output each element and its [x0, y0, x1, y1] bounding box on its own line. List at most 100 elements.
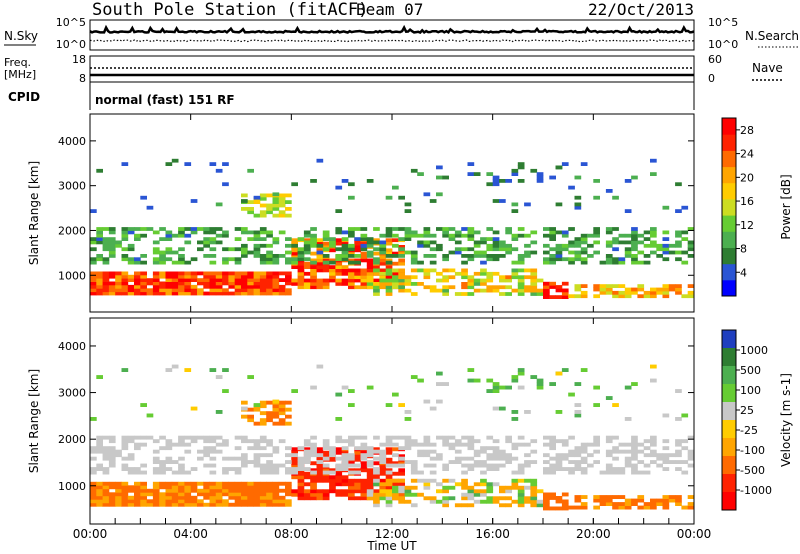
velocity-cell: [605, 449, 613, 454]
velocity-cell: [404, 417, 412, 421]
velocity-cell: [675, 495, 682, 499]
power-cell: [486, 285, 494, 290]
velocity-cell: [322, 468, 330, 473]
power-cell: [580, 233, 588, 238]
velocity-cell: [605, 502, 613, 506]
power-cell: [524, 285, 531, 290]
power-cell: [511, 172, 519, 176]
power-cell: [335, 209, 343, 213]
power-cell: [184, 274, 192, 279]
power-cell: [454, 250, 462, 255]
power-cell: [108, 230, 116, 235]
power-cell: [316, 258, 324, 263]
power-cell: [203, 240, 210, 245]
velocity-cell: [253, 421, 261, 426]
power-cell: [108, 284, 116, 289]
noise-sky-trace: [89, 24, 695, 35]
power-cell: [108, 243, 116, 248]
power-cell: [650, 233, 657, 238]
power-cell: [348, 243, 355, 248]
velocity-cell: [266, 400, 273, 405]
power-cell: [392, 268, 399, 273]
power-cell: [373, 251, 380, 256]
velocity-cell: [624, 417, 632, 421]
power-cell: [618, 294, 626, 299]
power-cell: [310, 265, 317, 269]
velocity-cell: [574, 498, 582, 503]
power-cell: [461, 233, 468, 238]
power-cell: [379, 285, 387, 290]
velocity-cell: [190, 502, 198, 507]
power-cell: [511, 233, 519, 238]
power-cell: [574, 254, 582, 258]
power-cell: [624, 254, 632, 258]
velocity-cell: [184, 449, 192, 454]
velocity-cell: [624, 460, 632, 464]
power-cell: [96, 227, 103, 231]
velocity-cell: [90, 470, 97, 475]
velocity-cell: [681, 446, 689, 451]
power-cell: [392, 278, 399, 283]
power-cell: [631, 290, 638, 295]
velocity-cell: [197, 449, 204, 454]
velocity-cell: [404, 439, 412, 444]
power-cell: [360, 227, 368, 231]
velocity-cell: [297, 446, 305, 451]
velocity-cell: [354, 457, 361, 462]
velocity-cell: [348, 389, 355, 393]
power-cell: [291, 243, 298, 248]
velocity-cell: [165, 492, 173, 497]
velocity-cell: [385, 470, 393, 475]
velocity-cell: [152, 488, 160, 493]
power-cell: [285, 193, 292, 198]
velocity-cell: [159, 435, 166, 440]
power-cell: [543, 260, 550, 265]
velocity-cell: [341, 463, 349, 468]
velocity-cell: [178, 481, 185, 486]
velocity-cell: [486, 456, 494, 461]
power-cell: [379, 240, 387, 245]
power-cell: [385, 278, 393, 283]
power-cell: [543, 227, 550, 231]
velocity-cell: [517, 478, 525, 483]
velocity-cell: [140, 495, 147, 500]
power-cell: [297, 278, 305, 283]
power-cell: [222, 281, 229, 286]
velocity-cell: [303, 449, 311, 454]
power-cell: [442, 278, 449, 283]
velocity-cell: [398, 461, 405, 466]
power-cell: [234, 281, 242, 286]
power-cell: [159, 250, 166, 255]
power-cell: [461, 271, 468, 276]
power-colorbar-swatch: [722, 198, 736, 216]
velocity-cell: [480, 460, 487, 464]
velocity-cell: [517, 489, 525, 494]
velocity-cell: [379, 496, 387, 501]
power-cell: [278, 284, 286, 289]
velocity-cell: [511, 456, 519, 461]
power-cell: [637, 294, 645, 299]
power-cell: [429, 285, 437, 290]
power-cell: [303, 230, 311, 235]
power-cell: [102, 247, 110, 252]
power-cell: [184, 278, 192, 282]
velocity-cell: [404, 489, 412, 494]
power-cell: [675, 240, 682, 245]
velocity-cell: [486, 378, 494, 383]
power-cell: [687, 290, 695, 295]
power-cell: [152, 288, 160, 293]
velocity-cell: [108, 499, 116, 504]
power-cell: [266, 233, 273, 238]
velocity-colorbar-swatch: [722, 348, 736, 367]
velocity-cell: [354, 482, 361, 487]
power-cell: [90, 260, 97, 265]
power-cell: [624, 294, 632, 299]
power-cell: [335, 247, 343, 252]
power-cell: [549, 175, 556, 180]
velocity-cell: [675, 502, 682, 506]
power-cell: [580, 250, 588, 255]
velocity-cell: [486, 467, 494, 471]
power-cell: [108, 288, 116, 293]
power-cell: [121, 237, 129, 241]
power-cell: [517, 268, 525, 273]
